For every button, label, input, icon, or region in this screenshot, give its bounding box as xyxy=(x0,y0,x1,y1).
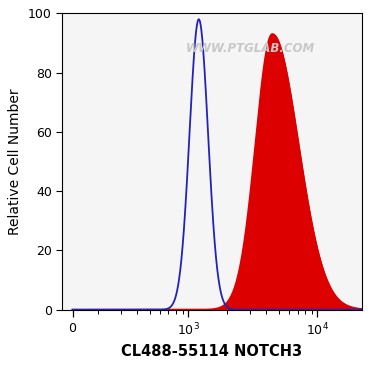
Y-axis label: Relative Cell Number: Relative Cell Number xyxy=(9,88,22,235)
Text: WWW.PTGLAB.COM: WWW.PTGLAB.COM xyxy=(186,43,316,55)
X-axis label: CL488-55114 NOTCH3: CL488-55114 NOTCH3 xyxy=(121,344,303,359)
